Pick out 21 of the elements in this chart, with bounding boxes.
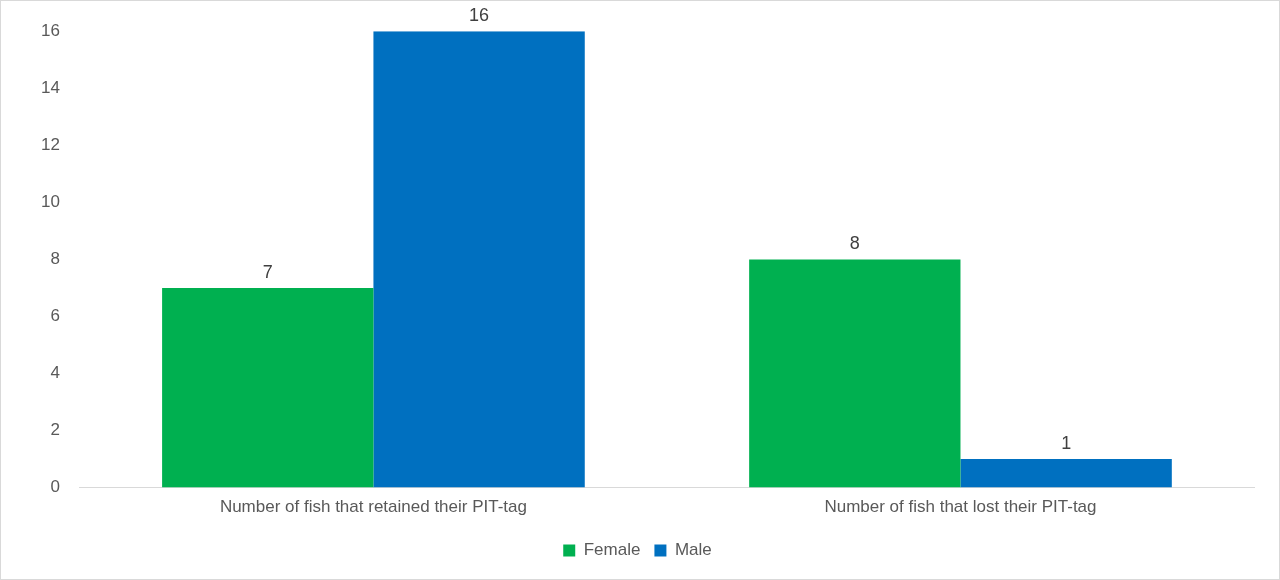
legend-label: Female bbox=[583, 540, 641, 560]
legend-label: Male bbox=[674, 540, 712, 560]
x-tick-label: Number of fish that lost their PIT-tag bbox=[824, 497, 1097, 517]
y-tick-label: 16 bbox=[40, 20, 60, 40]
data-label: 1 bbox=[1061, 433, 1072, 454]
y-tick-label: 0 bbox=[50, 477, 60, 497]
x-tick-label: Number of fish that retained their PIT-tag bbox=[219, 497, 527, 517]
data-label: 7 bbox=[262, 261, 273, 282]
data-label: 16 bbox=[469, 5, 490, 26]
bar bbox=[162, 287, 374, 488]
y-tick-label: 8 bbox=[50, 249, 60, 269]
data-label: 8 bbox=[849, 233, 860, 254]
bar bbox=[960, 459, 1172, 488]
y-tick-label: 6 bbox=[50, 306, 60, 326]
y-tick-label: 12 bbox=[40, 134, 60, 154]
y-tick-label: 2 bbox=[50, 420, 60, 440]
bar bbox=[749, 259, 961, 488]
y-tick-label: 4 bbox=[50, 363, 60, 383]
y-tick-label: 14 bbox=[40, 77, 60, 97]
y-tick-label: 10 bbox=[40, 192, 60, 212]
bar bbox=[373, 31, 585, 488]
